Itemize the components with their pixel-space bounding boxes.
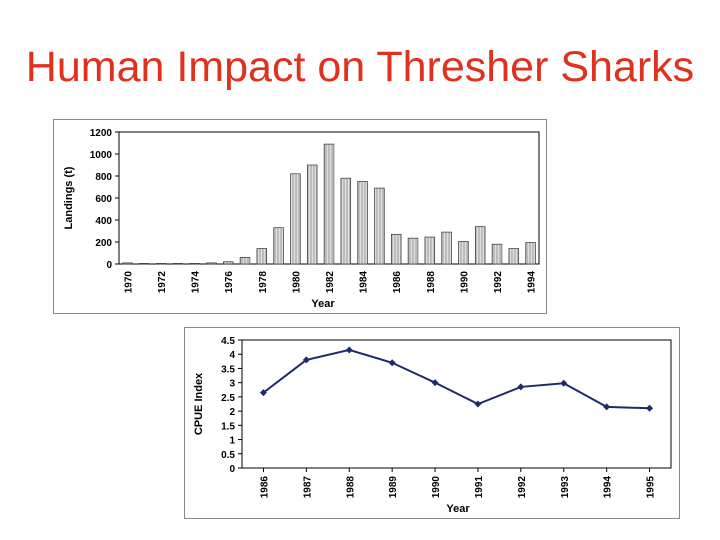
cpue-line-chart: 0 0.5 1 1.5 2 2.5 3 3.5 4 4.5 1986 1987 1988 1989 1990… [184,327,680,519]
x-tick-label: 1976 [224,271,235,294]
x-tick-label: 1986 [392,271,403,294]
y-tick-label: 800 [95,172,112,183]
y-tick-label: 4.5 [221,336,235,347]
x-tick-label: 1994 [603,476,614,499]
x-tick-label: 1993 [560,476,571,499]
data-point [646,404,654,412]
x-axis-title: Year [311,298,335,310]
data-point [431,379,439,387]
y-tick-label: 0 [229,464,235,475]
bar [474,226,486,265]
bar [239,257,251,265]
y-tick-label: 3 [229,379,235,390]
bar [222,261,234,265]
data-point [603,403,611,411]
y-tick-label: 0 [106,260,112,271]
y-tick-label: 600 [95,194,112,205]
x-tick-label: 1987 [302,476,313,499]
bar [273,227,284,265]
bar [290,173,301,265]
bar [525,242,536,265]
bar [374,187,385,265]
y-tick-label: 4 [229,350,235,361]
bar [491,243,503,265]
cpue-line-chart-svg: 0 0.5 1 1.5 2 2.5 3 3.5 4 4.5 1986 1987 1988 1989 1990… [193,336,672,515]
landings-bar-chart: 0 200 400 600 800 1000 1200 1970 1972 1974 1976 197… [53,119,547,314]
bar [357,181,368,265]
data-point [474,400,482,408]
x-tick-label: 1974 [191,271,202,294]
bar [206,262,217,265]
bar [172,263,184,265]
data-point [259,389,267,397]
x-tick-label: 1989 [388,476,399,499]
series-line [262,348,650,410]
x-tick-label: 1995 [646,476,657,499]
x-tick-label: 1988 [345,476,356,499]
x-tick-label: 1980 [291,271,302,294]
y-axis-title: CPUE Index [193,372,205,435]
data-point [517,383,525,391]
bar [390,233,402,265]
x-tick-label: 1992 [493,271,504,294]
y-tick-label: 2 [229,407,235,418]
y-tick-label: 1000 [90,150,113,161]
x-tick-label: 1994 [527,271,538,294]
x-axis-title: Year [446,503,470,515]
x-tick-label: 1990 [459,271,470,294]
bar [323,143,335,265]
y-tick-label: 200 [95,238,112,249]
data-point [345,346,353,354]
bar [189,263,200,265]
bar [306,164,318,265]
x-tick-label: 1982 [325,271,336,294]
y-tick-label: 0.5 [221,450,235,461]
y-tick-label: 1200 [90,128,113,139]
y-tick-label: 3.5 [221,364,235,375]
bar [407,237,419,265]
y-tick-label: 2.5 [221,393,235,404]
bar [424,236,436,265]
landings-bar-chart-svg: 0 200 400 600 800 1000 1200 1970 1972 1974 1976 197… [63,128,540,310]
x-tick-label: 1972 [157,271,168,294]
bar [340,177,352,265]
x-tick-label: 1986 [259,476,270,499]
x-tick-label: 1991 [474,476,485,499]
y-tick-label: 1.5 [221,421,235,432]
bar [155,263,167,265]
x-tick-label: 1992 [517,476,528,499]
data-point [388,359,396,367]
x-tick-label: 1990 [431,476,442,499]
x-tick-label: 1984 [359,271,370,294]
x-tick-label: 1988 [426,271,437,294]
bar [256,248,268,265]
slide-title: Human Impact on Thresher Sharks [25,43,695,91]
bar [508,248,520,265]
x-tick-label: 1978 [258,271,269,294]
y-tick-label: 400 [95,216,112,227]
x-tick-label: 1970 [123,271,134,294]
y-axis-title: Landings (t) [63,166,75,229]
data-point [560,379,568,387]
bar [138,263,150,265]
bar [458,241,469,265]
plot-frame [241,339,672,469]
bar [122,262,133,265]
y-tick-label: 1 [229,436,235,447]
data-point [302,356,310,364]
bar [441,231,452,265]
